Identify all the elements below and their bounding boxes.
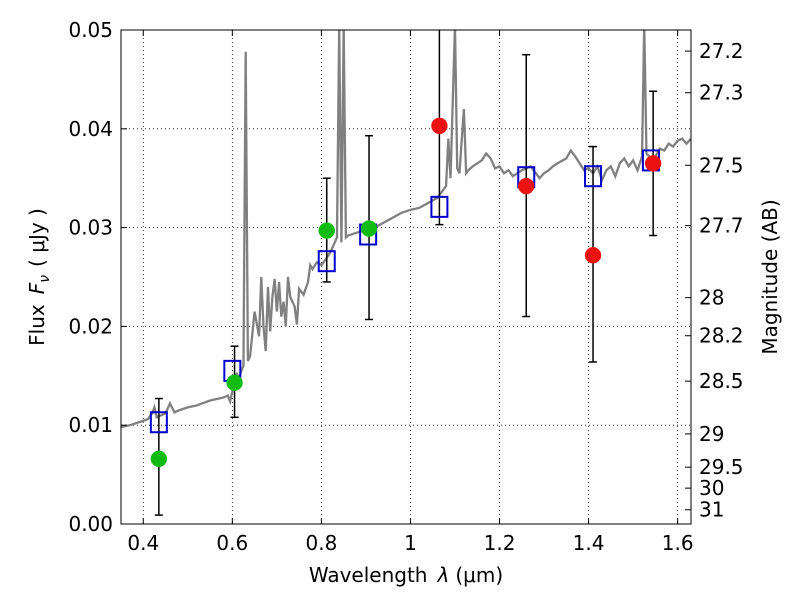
axis-ticks <box>121 29 691 525</box>
y-axis-label: FluxFν( μJy ) <box>25 208 53 346</box>
mag-tick-label: 28.2 <box>699 324 744 348</box>
observed-point-green <box>150 450 168 468</box>
y-tick-label: 0.04 <box>68 117 113 141</box>
x-tick-label: 1 <box>404 531 417 555</box>
x-tick-label: 1.6 <box>662 531 694 555</box>
mag-tick-label: 27.5 <box>699 153 744 177</box>
plot-area <box>121 30 691 516</box>
y-tick-label: 0.05 <box>68 18 113 42</box>
mag-tick-label: 31 <box>699 498 724 522</box>
observed-points <box>150 117 662 468</box>
model-box <box>149 411 168 434</box>
y-tick-label: 0.03 <box>68 216 113 240</box>
y-tick-label: 0.02 <box>68 314 113 338</box>
x-tick-label: 1.2 <box>484 531 516 555</box>
mag-tick-label: 27.7 <box>699 214 744 238</box>
observed-point-green <box>360 220 378 237</box>
mag-tick-label: 27.3 <box>699 81 744 105</box>
y2-axis-label: Magnitude (AB) <box>758 199 782 354</box>
x-axis-label: Wavelength λ (μm) <box>309 563 503 587</box>
mag-tick-label: 30 <box>699 476 724 500</box>
mag-tick-label: 29 <box>699 422 724 446</box>
x-tick-label: 0.6 <box>216 531 248 555</box>
observed-point-green <box>226 374 243 391</box>
mag-tick-label: 28.5 <box>699 369 744 393</box>
y-tick-label: 0.01 <box>68 413 113 437</box>
x-tick-label: 0.4 <box>127 531 159 555</box>
plot-frame <box>120 29 692 525</box>
x-tick-label: 1.4 <box>573 531 605 555</box>
observed-point-red <box>584 247 602 264</box>
plot-background <box>121 30 691 524</box>
observed-point-red <box>517 177 535 195</box>
model-box <box>317 250 336 273</box>
x-tick-label: 0.8 <box>305 531 337 555</box>
observed-point-red <box>644 155 662 172</box>
observed-point-green <box>318 222 335 239</box>
observed-point-red <box>431 117 448 135</box>
mag-tick-label: 29.5 <box>699 455 744 479</box>
mag-tick-label: 28 <box>699 286 724 310</box>
model-box <box>584 165 603 188</box>
y-tick-label: 0.00 <box>68 512 113 536</box>
mag-tick-label: 27.2 <box>699 39 744 63</box>
model-box <box>430 195 449 218</box>
